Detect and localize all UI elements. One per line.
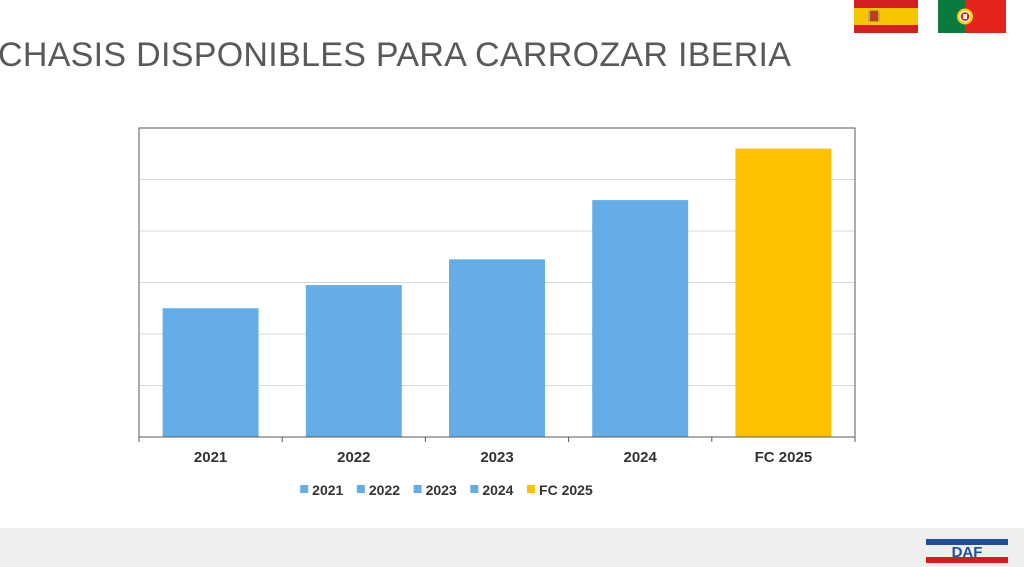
legend-label: 2021 — [312, 482, 343, 498]
footer-bar — [0, 528, 1024, 567]
bar-fc-2025 — [735, 148, 832, 437]
legend-swatch — [470, 485, 479, 493]
x-tick-label: 2024 — [624, 449, 658, 466]
legend-swatch — [413, 485, 422, 493]
spain-flag — [854, 0, 918, 33]
legend-label: 2022 — [369, 482, 400, 498]
bar-2021 — [162, 308, 259, 437]
x-tick-label: FC 2025 — [755, 449, 813, 466]
page-title: CHASIS DISPONIBLES PARA CARROZAR IBERIA — [0, 36, 792, 74]
legend-swatch — [527, 485, 536, 493]
legend-swatch — [300, 485, 309, 493]
bar-chart: 2021 2022 2023 2024 FC 2025 2021 2022 2023 2024 F… — [138, 127, 856, 498]
bar-2023 — [449, 259, 545, 437]
bar-2024 — [592, 200, 689, 437]
legend-swatch — [356, 485, 365, 493]
x-tick-label: 2022 — [337, 449, 370, 466]
svg-text:DAF: DAF — [952, 544, 983, 561]
legend-label: 2023 — [426, 482, 457, 498]
bar-2022 — [305, 285, 402, 437]
x-tick-label: 2021 — [194, 449, 227, 466]
legend-label: FC 2025 — [539, 482, 593, 498]
daf-logo: DAF — [926, 539, 1008, 563]
x-tick-label: 2023 — [480, 449, 513, 466]
portugal-flag — [938, 0, 1006, 33]
legend-label: 2024 — [482, 482, 513, 498]
